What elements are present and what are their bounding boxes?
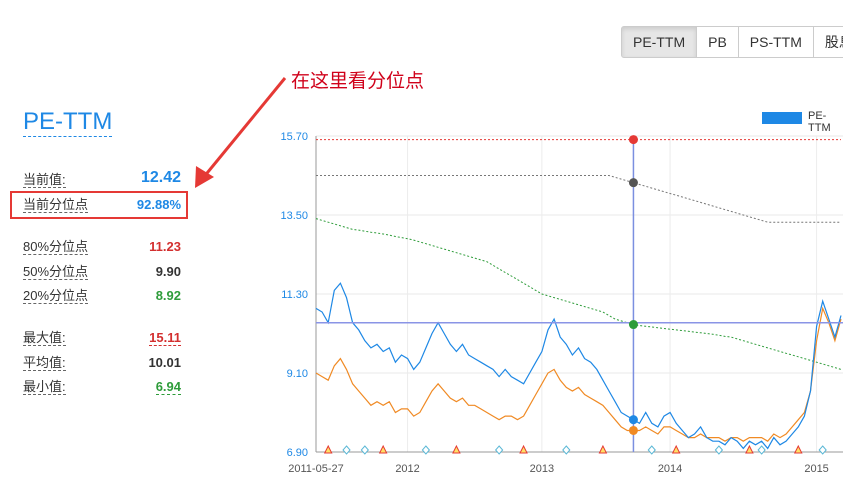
x-tick-label: 2015 bbox=[804, 463, 828, 475]
event-triangle-marker bbox=[452, 444, 461, 454]
y-tick-label: 13.50 bbox=[280, 210, 308, 222]
event-triangle-marker bbox=[671, 444, 681, 454]
event-triangle-marker bbox=[598, 444, 608, 454]
blue-series-line bbox=[315, 282, 842, 450]
current-value: 12.42 bbox=[140, 169, 181, 186]
event-triangle-marker bbox=[323, 444, 333, 454]
blue-dot bbox=[628, 415, 638, 425]
p80-dot bbox=[628, 135, 638, 145]
x-tick-label: 2014 bbox=[658, 463, 682, 475]
x-tick-label: 2011-05-27 bbox=[288, 463, 343, 475]
tab-ps-ttm[interactable]: PS-TTM bbox=[737, 26, 814, 58]
p20-label[interactable]: 20%分位点 bbox=[23, 288, 89, 304]
event-diamond-marker bbox=[562, 445, 571, 455]
event-diamond-marker bbox=[818, 445, 827, 455]
tab-pe-ttm[interactable]: PE-TTM bbox=[621, 26, 698, 58]
p80-row: 80%分位点 11.23 bbox=[23, 237, 181, 257]
max-value[interactable]: 15.11 bbox=[149, 330, 181, 346]
orange-series-line bbox=[315, 306, 842, 442]
event-diamond-marker bbox=[342, 445, 351, 455]
legend-label[interactable]: PE-TTM bbox=[808, 110, 831, 134]
current-percentile-row: 当前分位点 92.88% bbox=[23, 195, 181, 215]
event-diamond-marker bbox=[494, 445, 504, 455]
p20-line bbox=[315, 218, 842, 370]
avg-label: 平均值: bbox=[23, 355, 66, 371]
y-tick-label: 6.90 bbox=[287, 447, 308, 459]
metric-title[interactable]: PE-TTM bbox=[23, 108, 113, 137]
x-tick-label: 2012 bbox=[395, 463, 419, 475]
max-row: 最大值: 15.11 bbox=[23, 328, 181, 348]
y-tick-label: 15.70 bbox=[280, 131, 308, 143]
y-tick-label: 11.30 bbox=[281, 289, 308, 301]
p50-dot bbox=[628, 178, 638, 188]
tab-dividend[interactable]: 股息 bbox=[812, 26, 843, 58]
event-diamond-marker bbox=[757, 445, 766, 455]
event-diamond-marker bbox=[360, 445, 370, 455]
event-diamond-marker bbox=[647, 445, 656, 455]
legend-swatch[interactable] bbox=[762, 112, 802, 124]
event-triangle-marker bbox=[519, 444, 528, 454]
p80-label[interactable]: 80%分位点 bbox=[23, 239, 89, 255]
max-label: 最大值: bbox=[23, 330, 66, 346]
p20-row: 20%分位点 8.92 bbox=[23, 286, 181, 306]
avg-row: 平均值: 10.01 bbox=[23, 353, 181, 373]
p50-row: 50%分位点 9.90 bbox=[23, 262, 181, 282]
p20-dot bbox=[628, 320, 638, 330]
y-tick-label: 9.10 bbox=[287, 368, 308, 380]
annotation-text: 在这里看分位点 bbox=[291, 71, 425, 92]
event-triangle-marker bbox=[378, 444, 388, 454]
event-triangle-marker bbox=[745, 444, 754, 454]
current-percentile-value: 92.88% bbox=[136, 197, 181, 212]
orange-dot bbox=[628, 425, 638, 435]
x-tick-label: 2013 bbox=[530, 463, 554, 475]
current-percentile-label[interactable]: 当前分位点 bbox=[23, 197, 89, 213]
min-label: 最小值: bbox=[23, 379, 66, 395]
event-triangle-marker bbox=[793, 444, 803, 454]
metric-tabs: PE-TTM PB PS-TTM 股息 bbox=[621, 26, 843, 58]
event-diamond-marker bbox=[714, 445, 724, 455]
current-value-row: 当前值: 12.42 bbox=[23, 170, 181, 190]
avg-value: 10.01 bbox=[148, 355, 181, 370]
highlight-box bbox=[10, 191, 188, 219]
tab-pb[interactable]: PB bbox=[696, 26, 739, 58]
p80-value: 11.23 bbox=[149, 239, 181, 254]
event-diamond-marker bbox=[421, 445, 431, 455]
min-value[interactable]: 6.94 bbox=[155, 379, 181, 395]
current-value-label[interactable]: 当前值: bbox=[23, 172, 66, 188]
p50-label[interactable]: 50%分位点 bbox=[23, 264, 89, 280]
min-row: 最小值: 6.94 bbox=[23, 377, 181, 397]
p50-value: 9.90 bbox=[155, 264, 181, 279]
p20-value: 8.92 bbox=[155, 288, 181, 303]
